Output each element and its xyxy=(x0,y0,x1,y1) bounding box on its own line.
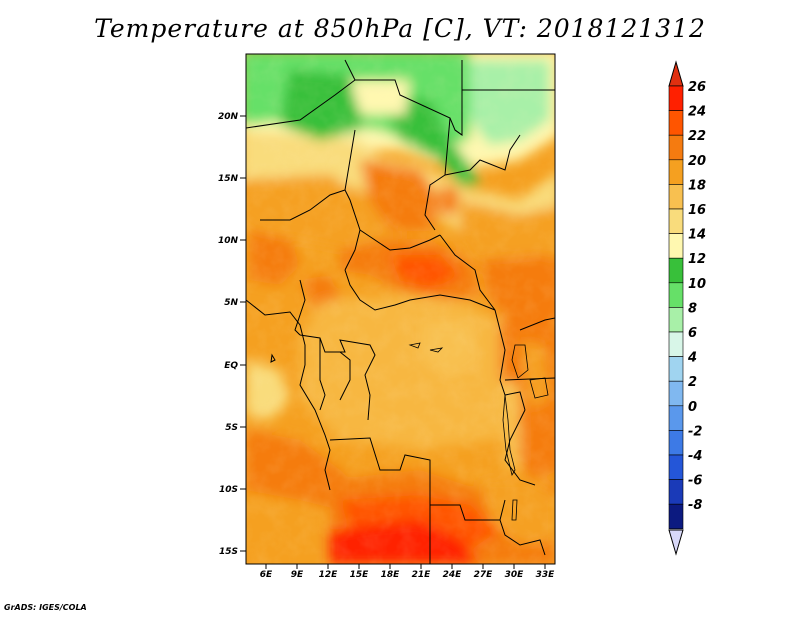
colorbar-label: -6 xyxy=(688,474,702,489)
svg-text:15N: 15N xyxy=(218,174,239,184)
colorbar-box xyxy=(668,503,684,530)
lon-tick-33E: 33E xyxy=(536,564,556,580)
colorbar-box xyxy=(668,110,684,136)
map-title: Temperature at 850hPa [C], VT: 201812131… xyxy=(94,14,706,43)
colorbar-box xyxy=(668,134,684,161)
colorbar-box xyxy=(668,454,684,480)
colorbar-box xyxy=(668,85,684,111)
colorbar-box xyxy=(668,405,684,431)
colorbar-label: 6 xyxy=(688,326,697,341)
colorbar-label: 16 xyxy=(688,203,706,218)
svg-text:12E: 12E xyxy=(319,570,339,580)
svg-text:21E: 21E xyxy=(412,570,432,580)
colorbar-label: 2 xyxy=(688,375,697,390)
svg-text:20N: 20N xyxy=(218,112,239,122)
svg-text:5N: 5N xyxy=(224,298,238,308)
colorbar-box xyxy=(668,479,684,505)
latitude-axis: 20N 15N 10N 5N EQ 5S 10S 15S xyxy=(218,112,246,557)
lon-tick-9E: 9E xyxy=(291,564,304,580)
svg-text:6E: 6E xyxy=(260,570,273,580)
lat-tick-15N: 15N xyxy=(218,174,246,184)
colorbar-box xyxy=(668,257,684,284)
colorbar-label: -8 xyxy=(688,498,702,513)
lon-tick-18E: 18E xyxy=(381,564,401,580)
lon-tick-24E: 24E xyxy=(443,564,463,580)
colorbar-label: 24 xyxy=(688,105,706,120)
lon-tick-12E: 12E xyxy=(319,564,339,580)
temperature-field xyxy=(246,54,555,564)
svg-text:10S: 10S xyxy=(219,485,238,495)
colorbar-box xyxy=(668,208,684,234)
svg-text:33E: 33E xyxy=(536,570,556,580)
colorbar-label: -2 xyxy=(688,424,702,439)
colorbar-box xyxy=(668,331,684,357)
svg-text:10N: 10N xyxy=(218,236,239,246)
colorbar-box xyxy=(668,282,684,308)
country-boundaries xyxy=(246,59,555,564)
colorbar-box xyxy=(668,356,684,382)
lon-tick-21E: 21E xyxy=(412,564,432,580)
svg-text:18E: 18E xyxy=(381,570,401,580)
lat-tick-5N: 5N xyxy=(224,298,246,308)
colorbar-label: -4 xyxy=(688,449,702,464)
svg-text:30E: 30E xyxy=(505,570,525,580)
lat-tick-20N: 20N xyxy=(218,112,246,122)
lon-tick-15E: 15E xyxy=(350,564,370,580)
lakes xyxy=(408,342,549,521)
lat-tick-5S: 5S xyxy=(225,423,246,433)
colorbar-box xyxy=(668,430,684,456)
colorbar-over-arrow xyxy=(668,60,684,87)
lon-tick-30E: 30E xyxy=(505,564,525,580)
svg-text:5S: 5S xyxy=(225,423,238,433)
colorbar-under-arrow xyxy=(668,529,684,556)
longitude-axis: 6E 9E 12E 15E 18E 21E 24E 27E 30E 33E xyxy=(260,564,555,580)
lat-tick-10N: 10N xyxy=(218,236,246,246)
colorbar-box xyxy=(668,159,684,185)
lat-tick-EQ: EQ xyxy=(224,361,246,371)
colorbar-label: 10 xyxy=(688,277,706,292)
svg-text:27E: 27E xyxy=(474,570,494,580)
coastline xyxy=(246,299,331,491)
svg-text:15E: 15E xyxy=(350,570,370,580)
plot-frame xyxy=(245,53,556,565)
colorbar-box xyxy=(668,307,684,333)
svg-text:24E: 24E xyxy=(443,570,463,580)
colorbar-box xyxy=(668,184,684,210)
svg-text:15S: 15S xyxy=(219,547,238,557)
colorbar-label: 12 xyxy=(688,252,706,267)
colorbar-label: 26 xyxy=(688,80,706,95)
colorbar-label: 8 xyxy=(688,301,697,316)
colorbar-box xyxy=(668,233,684,259)
lat-tick-10S: 10S xyxy=(219,485,246,495)
svg-text:9E: 9E xyxy=(291,570,304,580)
svg-text:EQ: EQ xyxy=(224,361,238,371)
colorbar-label: 4 xyxy=(687,351,697,366)
colorbar-label: 14 xyxy=(688,228,706,243)
lon-tick-6E: 6E xyxy=(260,564,273,580)
grads-credit: GrADS: IGES/COLA xyxy=(4,603,87,612)
colorbar-label: 20 xyxy=(688,154,706,169)
colorbar-label: 18 xyxy=(688,178,706,193)
colorbar-label: 0 xyxy=(688,400,697,415)
colorbar-box xyxy=(668,380,684,407)
lon-tick-27E: 27E xyxy=(474,564,494,580)
lat-tick-15S: 15S xyxy=(219,547,246,557)
colorbar-label: 22 xyxy=(688,129,706,144)
